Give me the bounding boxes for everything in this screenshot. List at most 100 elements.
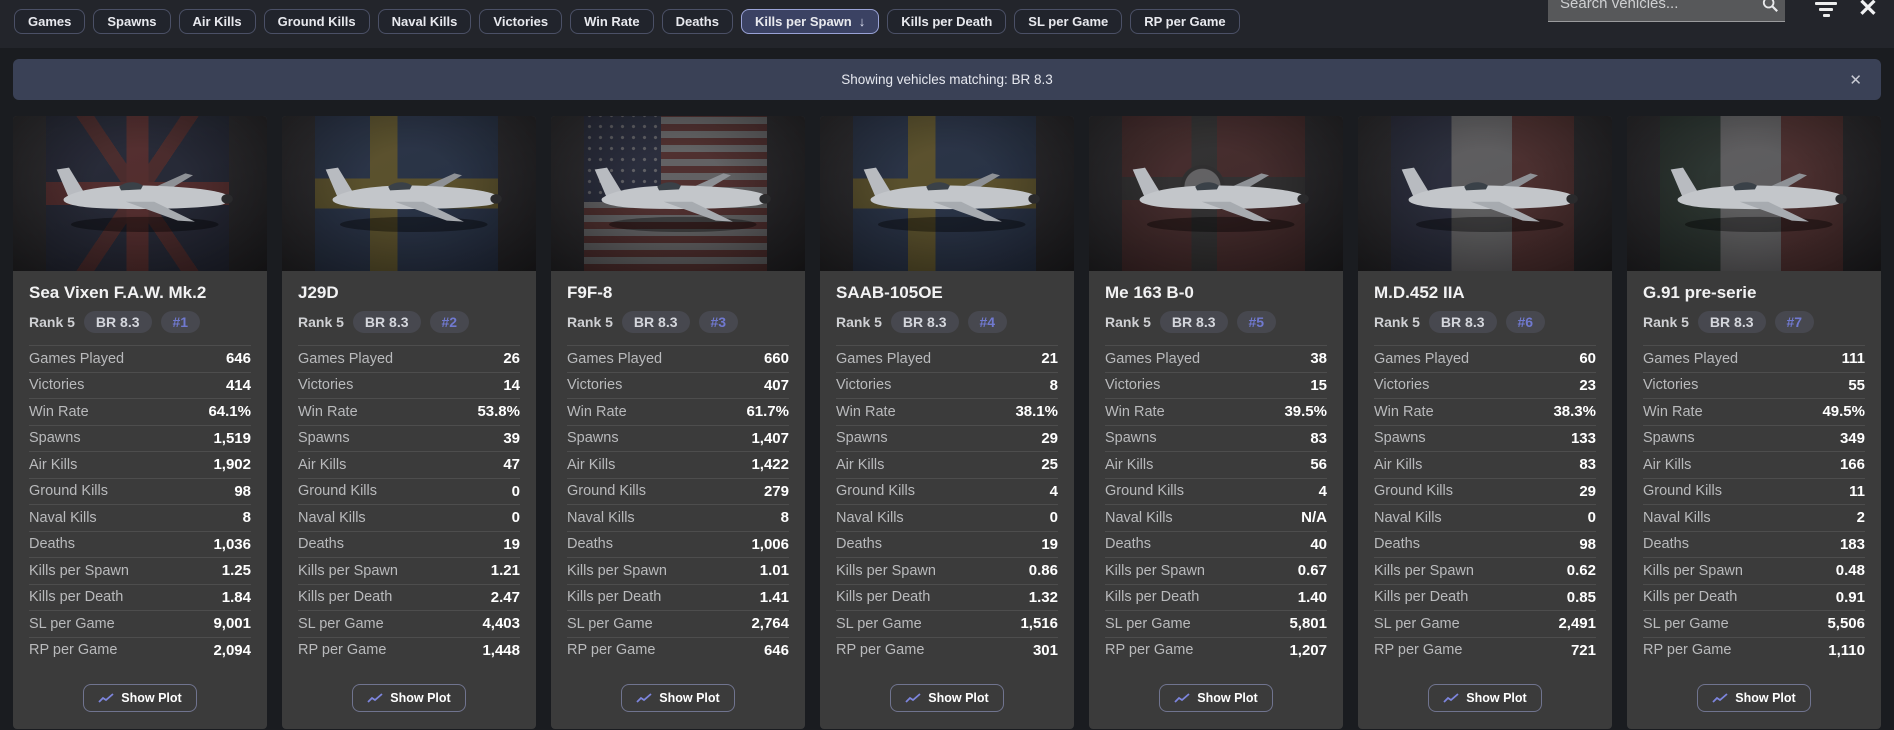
search-icon[interactable] — [1761, 0, 1779, 13]
toolbar-sort-button[interactable]: Games — [14, 9, 86, 34]
stat-value: 64.1% — [208, 403, 251, 421]
stat-value: 407 — [763, 376, 789, 394]
stat-row: Ground Kills 11 — [1643, 477, 1865, 505]
toolbar-sort-button[interactable]: Win Rate — [570, 9, 654, 34]
vehicle-image — [1627, 116, 1881, 271]
show-plot-button[interactable]: Show Plot — [1697, 684, 1811, 712]
rank-label: Rank 5 — [836, 314, 882, 330]
vehicle-image — [282, 116, 536, 271]
show-plot-label: Show Plot — [390, 691, 451, 705]
stat-label: Spawns — [567, 430, 619, 447]
stat-value: 40 — [1310, 535, 1327, 553]
toolbar-sort-button[interactable]: Kills per Death — [887, 9, 1007, 34]
show-plot-label: Show Plot — [1197, 691, 1258, 705]
toolbar-sort-button[interactable]: SL per Game — [1014, 9, 1123, 34]
show-plot-button[interactable]: Show Plot — [621, 684, 735, 712]
stat-value: 349 — [1839, 429, 1865, 447]
stat-label: Kills per Spawn — [1374, 562, 1474, 579]
vehicle-name-link[interactable]: Me 163 B-0 — [1105, 283, 1194, 302]
stat-row: RP per Game 721 — [1374, 636, 1596, 664]
stat-value: 49.5% — [1822, 403, 1865, 421]
vehicle-name-link[interactable]: SAAB-105OE — [836, 283, 943, 302]
stat-row: SL per Game 5,801 — [1105, 610, 1327, 637]
stats-table: Games Played 26 Victories 14 Win Rate 53… — [298, 345, 520, 663]
vehicle-name-link[interactable]: F9F-8 — [567, 283, 613, 302]
toolbar-sort-button[interactable]: Naval Kills — [377, 9, 472, 34]
stat-value: 0 — [511, 482, 520, 500]
plot-line-icon — [905, 692, 921, 703]
stat-label: Ground Kills — [1374, 483, 1453, 500]
stat-value: 414 — [225, 376, 251, 394]
stat-label: Air Kills — [567, 456, 616, 473]
show-plot-button[interactable]: Show Plot — [83, 684, 197, 712]
toolbar-sort-button[interactable]: RP per Game — [1130, 9, 1240, 34]
stat-row: Victories 414 — [29, 371, 251, 399]
stat-label: Naval Kills — [567, 509, 635, 526]
stat-value: 2.47 — [490, 588, 520, 606]
stat-label: Games Played — [1105, 350, 1201, 367]
filter-icon[interactable] — [1814, 2, 1838, 20]
vehicle-name-link[interactable]: J29D — [298, 283, 339, 302]
vehicle-name-link[interactable]: M.D.452 IIA — [1374, 283, 1465, 302]
stat-value: 21 — [1041, 350, 1058, 368]
stat-row: Kills per Death 1.84 — [29, 583, 251, 611]
stat-label: Kills per Spawn — [298, 562, 398, 579]
stat-row: Kills per Spawn 0.86 — [836, 557, 1058, 584]
vehicle-name-link[interactable]: G.91 pre-serie — [1643, 283, 1757, 302]
show-plot-button[interactable]: Show Plot — [890, 684, 1004, 712]
stats-table: Games Played 38 Victories 15 Win Rate 39… — [1105, 345, 1327, 663]
stat-label: RP per Game — [29, 642, 118, 659]
vehicle-name-link[interactable]: Sea Vixen F.A.W. Mk.2 — [29, 283, 207, 302]
stat-value: 9,001 — [213, 615, 251, 633]
stat-row: SL per Game 1,516 — [836, 610, 1058, 637]
stat-row: Ground Kills 4 — [1105, 477, 1327, 505]
stat-value: 15 — [1310, 376, 1327, 394]
stat-label: Games Played — [1643, 350, 1739, 367]
stat-value: 646 — [763, 641, 789, 659]
toolbar-sort-button[interactable]: Deaths — [661, 9, 733, 34]
stat-row: Games Played 646 — [29, 345, 251, 372]
stat-label: Spawns — [298, 430, 350, 447]
show-plot-button[interactable]: Show Plot — [1159, 684, 1273, 712]
stat-label: Games Played — [298, 350, 394, 367]
stat-value: 29 — [1041, 429, 1058, 447]
show-plot-button[interactable]: Show Plot — [1428, 684, 1542, 712]
banner-close-icon[interactable]: ✕ — [1849, 71, 1862, 89]
stat-label: Victories — [567, 377, 623, 394]
stat-row: Deaths 19 — [298, 530, 520, 558]
toolbar-sort-button[interactable]: Ground Kills — [263, 9, 370, 34]
search-box[interactable] — [1548, 0, 1785, 22]
stat-row: Spawns 349 — [1643, 424, 1865, 452]
stat-value: 1,036 — [213, 535, 251, 553]
stat-value: 98 — [1579, 535, 1596, 553]
stat-label: Air Kills — [1374, 456, 1423, 473]
stat-value: 1.40 — [1297, 588, 1327, 606]
stat-row: Air Kills 166 — [1643, 451, 1865, 478]
show-plot-button[interactable]: Show Plot — [352, 684, 466, 712]
stat-row: Air Kills 83 — [1374, 451, 1596, 478]
stat-label: Win Rate — [1643, 403, 1703, 420]
stat-label: Kills per Death — [567, 589, 662, 606]
stat-row: Deaths 19 — [836, 530, 1058, 558]
toolbar-sort-button[interactable]: Spawns — [93, 9, 171, 34]
stat-value: 55 — [1848, 376, 1865, 394]
stat-value: 39 — [503, 429, 520, 447]
stat-value: 1,902 — [213, 456, 251, 474]
show-plot-label: Show Plot — [928, 691, 989, 705]
stat-label: Kills per Spawn — [567, 562, 667, 579]
toolbar-sort-button[interactable]: Kills per Spawn ↓ — [740, 9, 880, 34]
stat-row: Naval Kills 0 — [836, 504, 1058, 531]
search-input[interactable] — [1558, 0, 1761, 13]
stats-table: Games Played 660 Victories 407 Win Rate … — [567, 345, 789, 663]
close-icon[interactable]: ✕ — [1857, 0, 1878, 22]
stat-value: N/A — [1301, 509, 1327, 527]
stat-row: Air Kills 47 — [298, 451, 520, 478]
position-badge: #1 — [160, 311, 201, 333]
toolbar-sort-button[interactable]: Air Kills — [178, 9, 256, 34]
stat-value: 301 — [1032, 641, 1058, 659]
toolbar-button-label: Deaths — [675, 14, 719, 29]
toolbar-sort-button[interactable]: Victories — [479, 9, 563, 34]
aircraft-image — [863, 167, 1040, 232]
stat-value: 1,207 — [1289, 641, 1327, 659]
stat-label: Spawns — [29, 430, 81, 447]
